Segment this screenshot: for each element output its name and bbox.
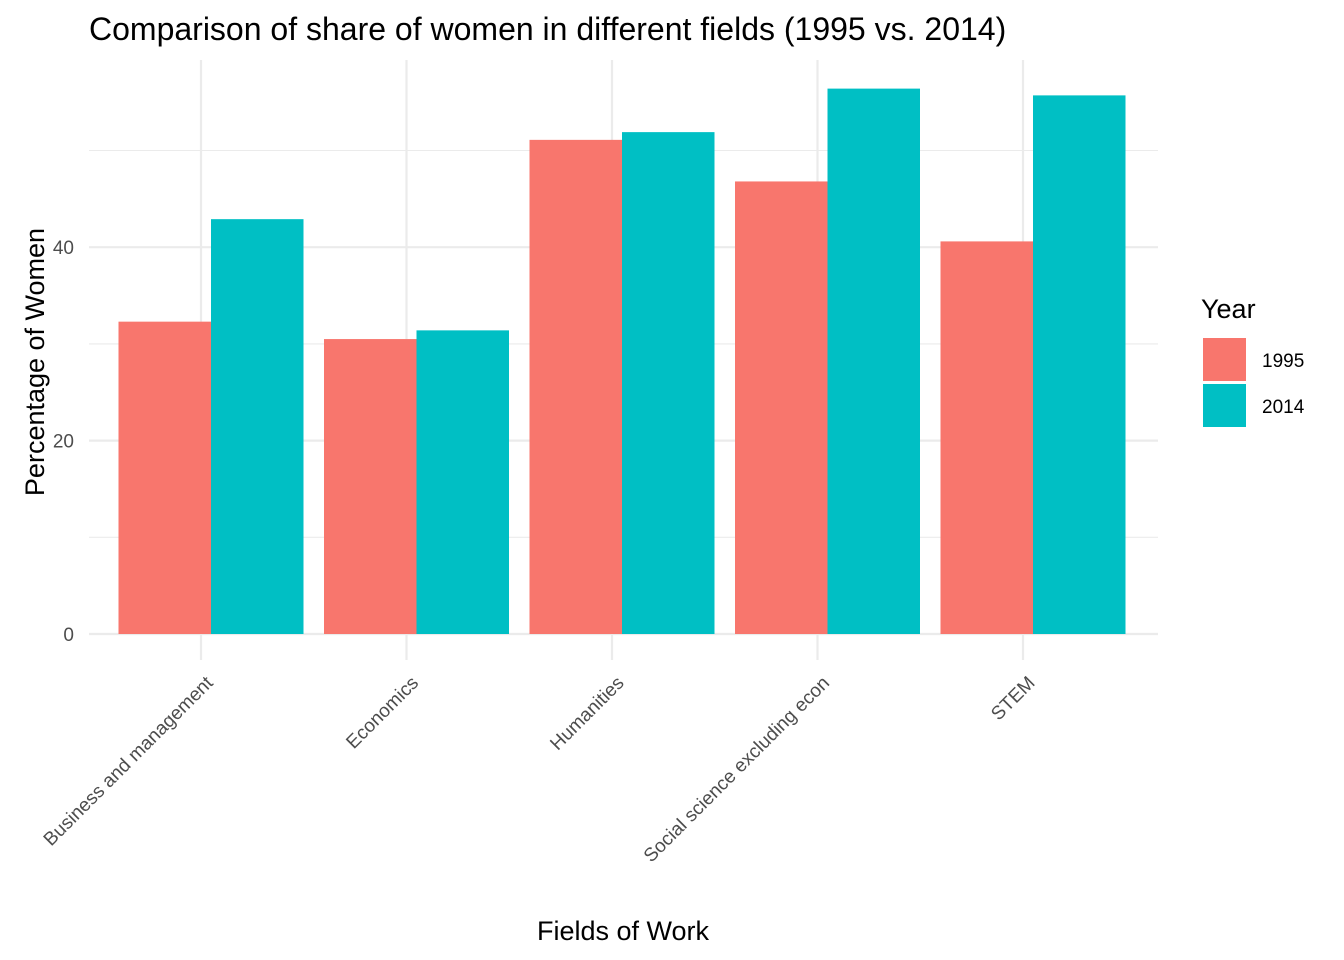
bar-2014-3 — [622, 132, 715, 634]
x-tick-label: STEM — [987, 673, 1039, 725]
x-tick-label: Business and management — [40, 672, 218, 850]
legend-swatch-2014 — [1203, 384, 1246, 427]
bar-1995-5 — [940, 241, 1033, 634]
y-axis-ticks: 0 20 40 — [53, 238, 74, 646]
x-tick-label: Humanities — [546, 673, 628, 755]
bar-1995-1 — [118, 321, 211, 634]
x-axis-title: Fields of Work — [537, 916, 710, 946]
y-axis-title: Percentage of Women — [20, 228, 50, 496]
bar-2014-4 — [827, 88, 920, 634]
legend-swatch-1995 — [1203, 338, 1246, 381]
legend-label-2014: 2014 — [1262, 397, 1305, 418]
x-tick-label: Economics — [342, 673, 423, 754]
bar-2014-1 — [211, 219, 304, 635]
chart-title: Comparison of share of women in differen… — [89, 11, 1006, 47]
x-axis-ticks: Business and management Economics Humaniti… — [40, 672, 1040, 867]
y-tick-label: 40 — [53, 238, 74, 259]
bar-2014-2 — [416, 330, 509, 634]
y-tick-label: 20 — [53, 432, 74, 453]
legend: Year 1995 2014 — [1201, 294, 1305, 427]
legend-title: Year — [1201, 294, 1256, 324]
y-tick-label: 0 — [63, 625, 74, 646]
bar-1995-2 — [324, 339, 417, 634]
bar-1995-4 — [735, 181, 828, 634]
x-tick-label: Social science excluding econ — [640, 673, 834, 867]
bar-2014-5 — [1033, 95, 1126, 635]
bar-1995-3 — [529, 139, 622, 634]
legend-label-1995: 1995 — [1262, 351, 1304, 372]
bars — [118, 88, 1126, 635]
